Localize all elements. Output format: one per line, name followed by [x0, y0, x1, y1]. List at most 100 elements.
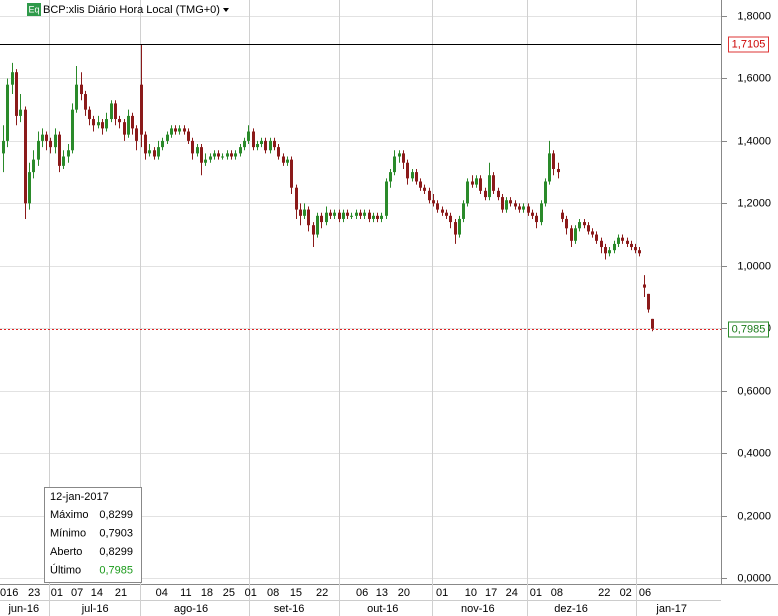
candle-body [256, 144, 259, 148]
candle-body [643, 284, 646, 288]
candle-body [269, 140, 272, 151]
candle-body [565, 218, 568, 229]
candle-body [226, 153, 229, 157]
x-tick-label: 25 [223, 587, 235, 599]
candle-body [303, 209, 306, 216]
candle-body [127, 115, 130, 135]
candle-body [372, 215, 375, 219]
x-tick-label: 22 [598, 587, 610, 599]
candle-body [505, 200, 508, 210]
candle-body [458, 218, 461, 235]
candle-body [479, 178, 482, 191]
x-tick-label: 24 [506, 587, 518, 599]
candle-body [114, 103, 117, 120]
candle-body [484, 190, 487, 198]
candle-body [445, 212, 448, 216]
x-tick-label: 15 [290, 587, 302, 599]
candle-body [492, 175, 495, 191]
x-tick-label: 18 [201, 587, 213, 599]
candle-body [634, 247, 637, 251]
candle-body [45, 134, 48, 141]
y-tick-label: 0,0000 [737, 572, 771, 584]
candle-body [626, 240, 629, 244]
candle-body [604, 247, 607, 254]
info-label: Último [50, 563, 81, 576]
y-tick-label: 0,6000 [737, 385, 771, 397]
candle-body [170, 128, 173, 135]
candle-body [71, 109, 74, 151]
candle-body [299, 209, 302, 216]
candle-body [376, 215, 379, 219]
candle-body [531, 212, 534, 216]
candle-body [316, 215, 319, 235]
x-tick-label: 016 [0, 587, 18, 599]
candle-body [548, 153, 551, 182]
badge [27, 3, 41, 16]
candle-body [2, 140, 5, 154]
candle-body [88, 109, 91, 120]
candle-body [80, 84, 83, 95]
candle-body [15, 72, 18, 116]
month-label: jan-17 [655, 603, 687, 615]
candle-body [544, 181, 547, 204]
candle-body [264, 140, 267, 151]
candle-body [213, 153, 216, 157]
info-label: Aberto [50, 546, 82, 558]
candle-body [295, 187, 298, 210]
candle-body [522, 206, 525, 210]
candle-body [471, 181, 474, 185]
candle-body [380, 215, 383, 219]
info-value: 0,8299 [99, 509, 133, 521]
x-tick-label: 20 [398, 587, 410, 599]
candle-body [174, 128, 177, 132]
candle-body [144, 134, 147, 154]
candle-body [290, 159, 293, 188]
candle-body [6, 84, 9, 141]
candle-body [419, 181, 422, 188]
x-tick-label: 21 [115, 587, 127, 599]
badge-text: Eq [28, 4, 39, 14]
candle-body [243, 140, 246, 148]
candle-body [148, 150, 151, 154]
candle-body [518, 206, 521, 210]
y-tick-label: 1,0000 [737, 260, 771, 272]
candle-body [561, 212, 564, 219]
candle-body [608, 250, 611, 254]
candle-body [19, 109, 22, 116]
candle-body [32, 159, 35, 173]
candle-body [234, 153, 237, 157]
candle-body [587, 225, 590, 232]
candle-body [385, 181, 388, 216]
candle-body [11, 72, 14, 85]
y-tick-label: 1,4000 [737, 135, 771, 147]
candle-body [359, 212, 362, 216]
x-tick-label: 07 [71, 587, 83, 599]
month-label: nov-16 [461, 603, 495, 615]
month-label: ago-16 [174, 603, 208, 615]
info-box-frame [44, 487, 142, 583]
candle-body [591, 231, 594, 235]
candle-body [398, 153, 401, 157]
candle-body [41, 134, 44, 141]
candle-body [368, 212, 371, 219]
candle-body [239, 147, 242, 154]
candle-body [454, 222, 457, 235]
candle-body [402, 153, 405, 163]
candle-body [449, 215, 452, 223]
candle-body [475, 178, 478, 185]
candle-body [342, 212, 345, 219]
candle-body [527, 206, 530, 213]
candle-body [140, 84, 143, 135]
candle-body [97, 122, 100, 126]
info-label: Mínimo [50, 527, 86, 539]
candle-body [462, 203, 465, 219]
candle-body [363, 212, 366, 216]
x-tick-label: 02 [620, 587, 632, 599]
dropdown-arrow[interactable] [223, 8, 229, 12]
header-title[interactable]: BCP:xlis Diário Hora Local (TMG+0) [43, 4, 220, 16]
candle-body [617, 237, 620, 244]
candle-body [333, 212, 336, 216]
candle-body [200, 147, 203, 163]
candle-body [329, 212, 332, 216]
